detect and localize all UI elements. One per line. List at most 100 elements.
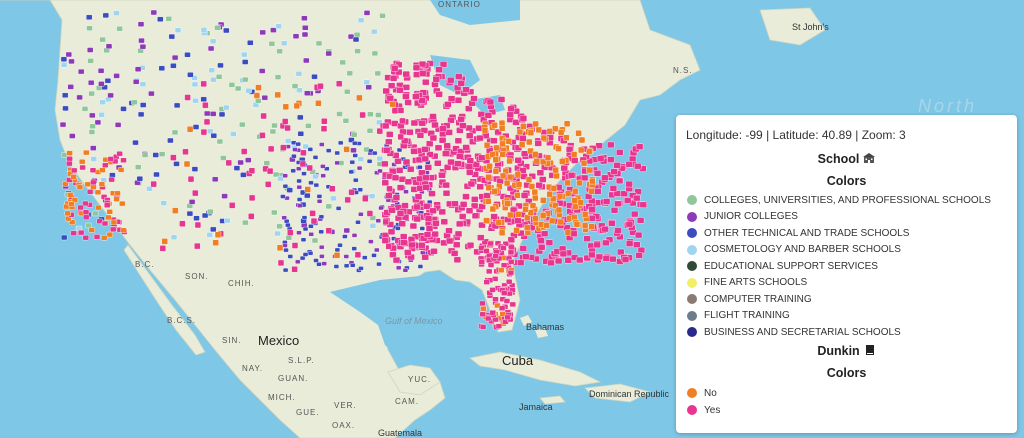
- map-marker[interactable]: [295, 259, 301, 264]
- map-marker[interactable]: [435, 66, 443, 73]
- map-marker[interactable]: [302, 226, 309, 232]
- map-marker[interactable]: [462, 144, 470, 151]
- map-marker[interactable]: [412, 93, 420, 100]
- map-marker[interactable]: [610, 168, 618, 175]
- map-marker[interactable]: [173, 161, 180, 167]
- map-marker[interactable]: [369, 222, 377, 229]
- map-marker[interactable]: [325, 227, 332, 234]
- map-marker[interactable]: [304, 90, 311, 96]
- map-marker[interactable]: [371, 253, 377, 258]
- map-marker[interactable]: [186, 126, 194, 133]
- school-legend-item[interactable]: EDUCATIONAL SUPPORT SERVICES: [687, 259, 878, 273]
- map-marker[interactable]: [497, 96, 506, 103]
- map-marker[interactable]: [277, 259, 285, 267]
- map-marker[interactable]: [508, 259, 515, 265]
- map-marker[interactable]: [259, 68, 266, 74]
- map-marker[interactable]: [271, 122, 278, 129]
- map-marker[interactable]: [417, 164, 423, 170]
- map-marker[interactable]: [492, 316, 499, 323]
- map-marker[interactable]: [188, 199, 196, 205]
- map-marker[interactable]: [186, 210, 194, 217]
- map-marker[interactable]: [107, 92, 114, 99]
- map-marker[interactable]: [459, 122, 467, 129]
- map-marker[interactable]: [76, 94, 83, 101]
- map-marker[interactable]: [110, 219, 118, 226]
- map-marker[interactable]: [282, 118, 289, 125]
- map-marker[interactable]: [343, 254, 349, 259]
- map-marker[interactable]: [172, 207, 179, 214]
- map-marker[interactable]: [412, 64, 421, 72]
- map-marker[interactable]: [402, 268, 409, 273]
- map-marker[interactable]: [572, 187, 579, 195]
- map-marker[interactable]: [333, 264, 340, 269]
- map-marker[interactable]: [577, 199, 584, 206]
- map-marker[interactable]: [334, 247, 341, 253]
- map-marker[interactable]: [292, 147, 298, 152]
- map-marker[interactable]: [439, 61, 448, 68]
- map-marker[interactable]: [216, 138, 224, 145]
- map-marker[interactable]: [388, 206, 396, 214]
- map-marker[interactable]: [297, 203, 303, 208]
- map-marker[interactable]: [376, 127, 383, 135]
- map-marker[interactable]: [263, 160, 270, 166]
- map-marker[interactable]: [425, 225, 434, 232]
- map-marker[interactable]: [625, 180, 633, 188]
- map-marker[interactable]: [483, 248, 490, 254]
- map-marker[interactable]: [402, 84, 410, 91]
- map-marker[interactable]: [576, 256, 584, 264]
- map-marker[interactable]: [207, 208, 214, 215]
- map-marker[interactable]: [522, 206, 529, 213]
- map-marker[interactable]: [312, 155, 319, 160]
- map-marker[interactable]: [211, 176, 219, 183]
- map-marker[interactable]: [456, 220, 464, 228]
- map-marker[interactable]: [368, 193, 376, 199]
- map-marker[interactable]: [402, 93, 410, 100]
- map-marker[interactable]: [344, 196, 351, 204]
- map-marker[interactable]: [396, 210, 405, 217]
- map-marker[interactable]: [403, 189, 409, 194]
- map-marker[interactable]: [228, 82, 236, 88]
- map-marker[interactable]: [274, 230, 281, 237]
- map-marker[interactable]: [381, 237, 389, 244]
- map-marker[interactable]: [305, 123, 312, 129]
- map-marker[interactable]: [285, 138, 292, 144]
- map-marker[interactable]: [432, 220, 440, 227]
- map-marker[interactable]: [272, 171, 280, 178]
- map-marker[interactable]: [462, 193, 470, 200]
- map-marker[interactable]: [217, 62, 224, 69]
- map-marker[interactable]: [275, 23, 282, 29]
- map-marker[interactable]: [107, 156, 115, 162]
- map-marker[interactable]: [507, 270, 515, 276]
- map-marker[interactable]: [348, 189, 355, 196]
- map-marker[interactable]: [535, 181, 543, 189]
- map-marker[interactable]: [337, 242, 343, 248]
- map-marker[interactable]: [241, 51, 248, 58]
- map-marker[interactable]: [532, 215, 539, 222]
- map-marker[interactable]: [307, 250, 314, 256]
- map-marker[interactable]: [396, 86, 404, 94]
- map-marker[interactable]: [334, 150, 340, 156]
- map-marker[interactable]: [555, 145, 562, 152]
- map-marker[interactable]: [309, 210, 316, 217]
- map-marker[interactable]: [233, 165, 241, 171]
- map-marker[interactable]: [265, 181, 272, 188]
- map-marker[interactable]: [116, 26, 123, 32]
- map-marker[interactable]: [552, 125, 559, 133]
- map-marker[interactable]: [320, 164, 326, 169]
- map-marker[interactable]: [192, 124, 200, 130]
- map-marker[interactable]: [486, 162, 493, 170]
- map-marker[interactable]: [194, 242, 201, 250]
- map-marker[interactable]: [409, 222, 418, 230]
- map-marker[interactable]: [179, 220, 186, 227]
- map-marker[interactable]: [296, 184, 302, 190]
- map-marker[interactable]: [301, 15, 308, 21]
- map-marker[interactable]: [396, 147, 403, 153]
- map-marker[interactable]: [150, 9, 158, 16]
- map-marker[interactable]: [524, 224, 531, 231]
- map-marker[interactable]: [408, 241, 416, 249]
- map-marker[interactable]: [300, 237, 307, 242]
- map-marker[interactable]: [438, 208, 446, 216]
- map-marker[interactable]: [457, 115, 465, 123]
- map-marker[interactable]: [77, 68, 85, 75]
- map-marker[interactable]: [293, 102, 300, 110]
